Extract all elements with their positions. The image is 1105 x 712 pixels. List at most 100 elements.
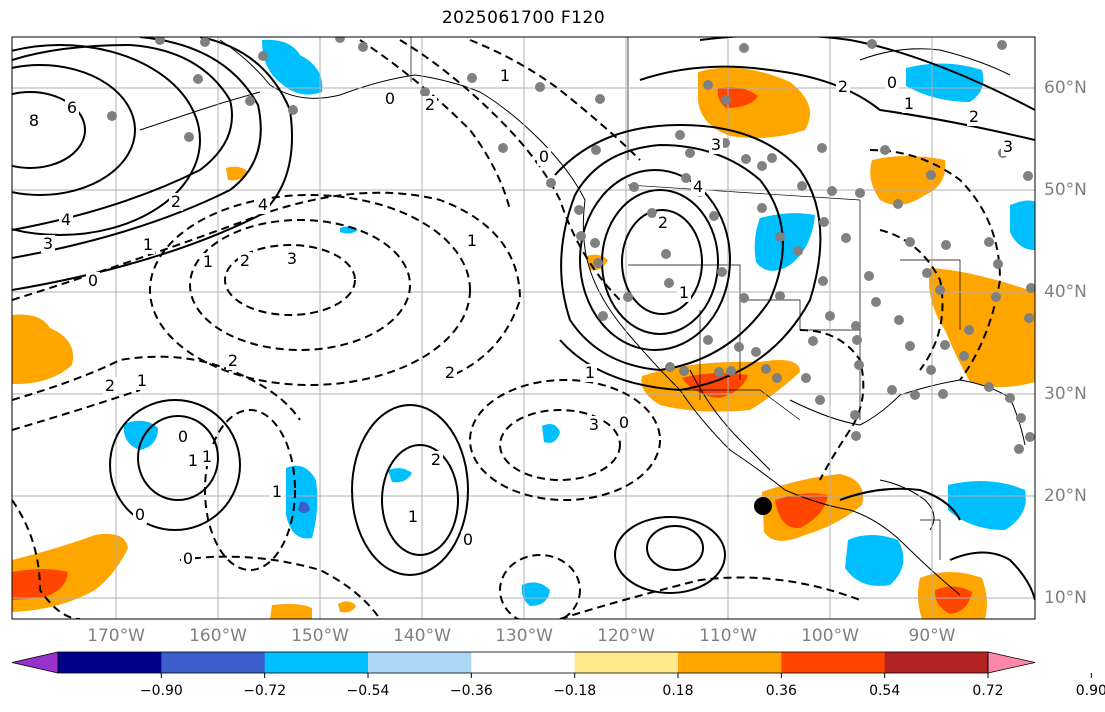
- colorbar-segment: [884, 652, 989, 673]
- contour-label-bg: [537, 148, 551, 166]
- contour-label: 1: [272, 482, 282, 501]
- contour-label-bg: [181, 550, 195, 568]
- colorbar-frame: [57, 651, 989, 674]
- colorbar-tick-label: −0.72: [243, 683, 287, 699]
- colorbar-tick-label: 0.36: [765, 683, 797, 699]
- map-frame: [11, 36, 1036, 620]
- contour-label: 3: [287, 249, 297, 268]
- shade-positive: [870, 156, 946, 205]
- contour-label-bg: [583, 364, 597, 382]
- contour-label-bg: [59, 211, 73, 229]
- shade-positive: [929, 268, 1035, 387]
- latitude-label: 60°N: [1044, 78, 1087, 98]
- colorbar-tick-label: −0.54: [346, 683, 390, 699]
- contour-label: 1: [585, 363, 595, 382]
- longitude-label: 160°W: [189, 626, 247, 646]
- colorbar-segment: [781, 652, 886, 673]
- contour-label-bg: [226, 352, 240, 370]
- contour-label-bg: [587, 416, 601, 434]
- shade-negative: [1010, 200, 1035, 250]
- shade-positive: [270, 604, 312, 619]
- colorbar-extend-low: [11, 651, 59, 674]
- contour-label: 0: [463, 530, 473, 549]
- colorbar-tick-label: 0.72: [972, 683, 1004, 699]
- station-dots: [107, 37, 1035, 454]
- longitude-label: 110°W: [699, 626, 757, 646]
- contour-label: 2: [228, 351, 238, 370]
- contour-label-bg: [27, 112, 41, 130]
- shade-positive-strong: [775, 493, 828, 529]
- contour-label: 2: [445, 363, 455, 382]
- coast-hudson: [859, 48, 1011, 76]
- contour-label: 0: [887, 73, 897, 92]
- coast-north-america-west: [414, 74, 961, 596]
- contour-label: 0: [539, 147, 549, 166]
- contour-label-bg: [465, 232, 479, 250]
- contour-label-bg: [429, 451, 443, 469]
- contour-label: 1: [904, 94, 914, 113]
- contour-label: 0: [183, 549, 193, 568]
- contour-label-bg: [256, 196, 270, 214]
- contour-label: 1: [500, 66, 510, 85]
- shade-positive: [338, 601, 356, 613]
- contour-label-bg: [498, 67, 512, 85]
- contour-label-bg: [135, 372, 149, 390]
- contour-label-bg: [186, 452, 200, 470]
- colorbar-segment: [471, 652, 576, 673]
- longitude-label: 150°W: [291, 626, 349, 646]
- contour-label-bg: [383, 90, 397, 108]
- contour-label-bg: [86, 272, 100, 290]
- shade-negative: [542, 424, 560, 443]
- longitude-label: 140°W: [393, 626, 451, 646]
- shade-positive: [12, 314, 74, 385]
- contour-label-bg: [65, 99, 79, 117]
- contour-label-bg: [141, 236, 155, 254]
- contour-label: 0: [385, 89, 395, 108]
- shade-negative: [388, 468, 412, 483]
- contour-label: 1: [137, 371, 147, 390]
- contour-label: 1: [188, 451, 198, 470]
- borders: [410, 37, 961, 560]
- contour-label-bg: [169, 193, 183, 211]
- coast-baja: [689, 369, 771, 471]
- coast-yucatan: [879, 479, 935, 531]
- contour-label-bg: [133, 506, 147, 524]
- contour-label: 2: [838, 77, 848, 96]
- shade-negative: [906, 63, 984, 102]
- colorbar-segment: [161, 652, 266, 673]
- shade-positive-strong: [682, 373, 748, 398]
- contour-label: 0: [619, 413, 629, 432]
- contour-label-bg: [423, 96, 437, 114]
- shade-negative: [262, 39, 323, 95]
- shade-positive: [226, 166, 248, 181]
- contour-label: 2: [425, 95, 435, 114]
- contour-label: 0: [88, 271, 98, 290]
- contour-label: 1: [679, 283, 689, 302]
- colorbar-tick-label: 0.54: [869, 683, 901, 699]
- contour-label: 3: [711, 135, 721, 154]
- latitude-label: 50°N: [1044, 180, 1087, 200]
- colorbar-tick-label: 0.18: [662, 683, 694, 699]
- colorbar-tick-label: −0.36: [449, 683, 493, 699]
- coast-aleutians: [139, 91, 261, 131]
- contour-label: 1: [408, 507, 418, 526]
- shade-negative: [948, 481, 1026, 530]
- longitude-label: 170°W: [87, 626, 145, 646]
- shade-positive-strong: [12, 569, 68, 600]
- shade-negative-strong: [298, 501, 310, 513]
- contour-label-bg: [836, 78, 850, 96]
- longitude-label: 130°W: [495, 626, 553, 646]
- contour-label: 4: [693, 177, 703, 196]
- shade-positive-strong: [934, 586, 972, 614]
- contour-label-bg: [1001, 138, 1015, 156]
- contour-label-bg: [285, 250, 299, 268]
- contour-label: 2: [658, 213, 668, 232]
- shade-negative: [845, 535, 904, 586]
- contour-label: 4: [258, 195, 268, 214]
- contour-label-bg: [617, 414, 631, 432]
- contour-label: 2: [431, 450, 441, 469]
- contour-label: 2: [240, 251, 250, 270]
- contour-label-bg: [200, 448, 214, 466]
- contour-label: 3: [1003, 137, 1013, 156]
